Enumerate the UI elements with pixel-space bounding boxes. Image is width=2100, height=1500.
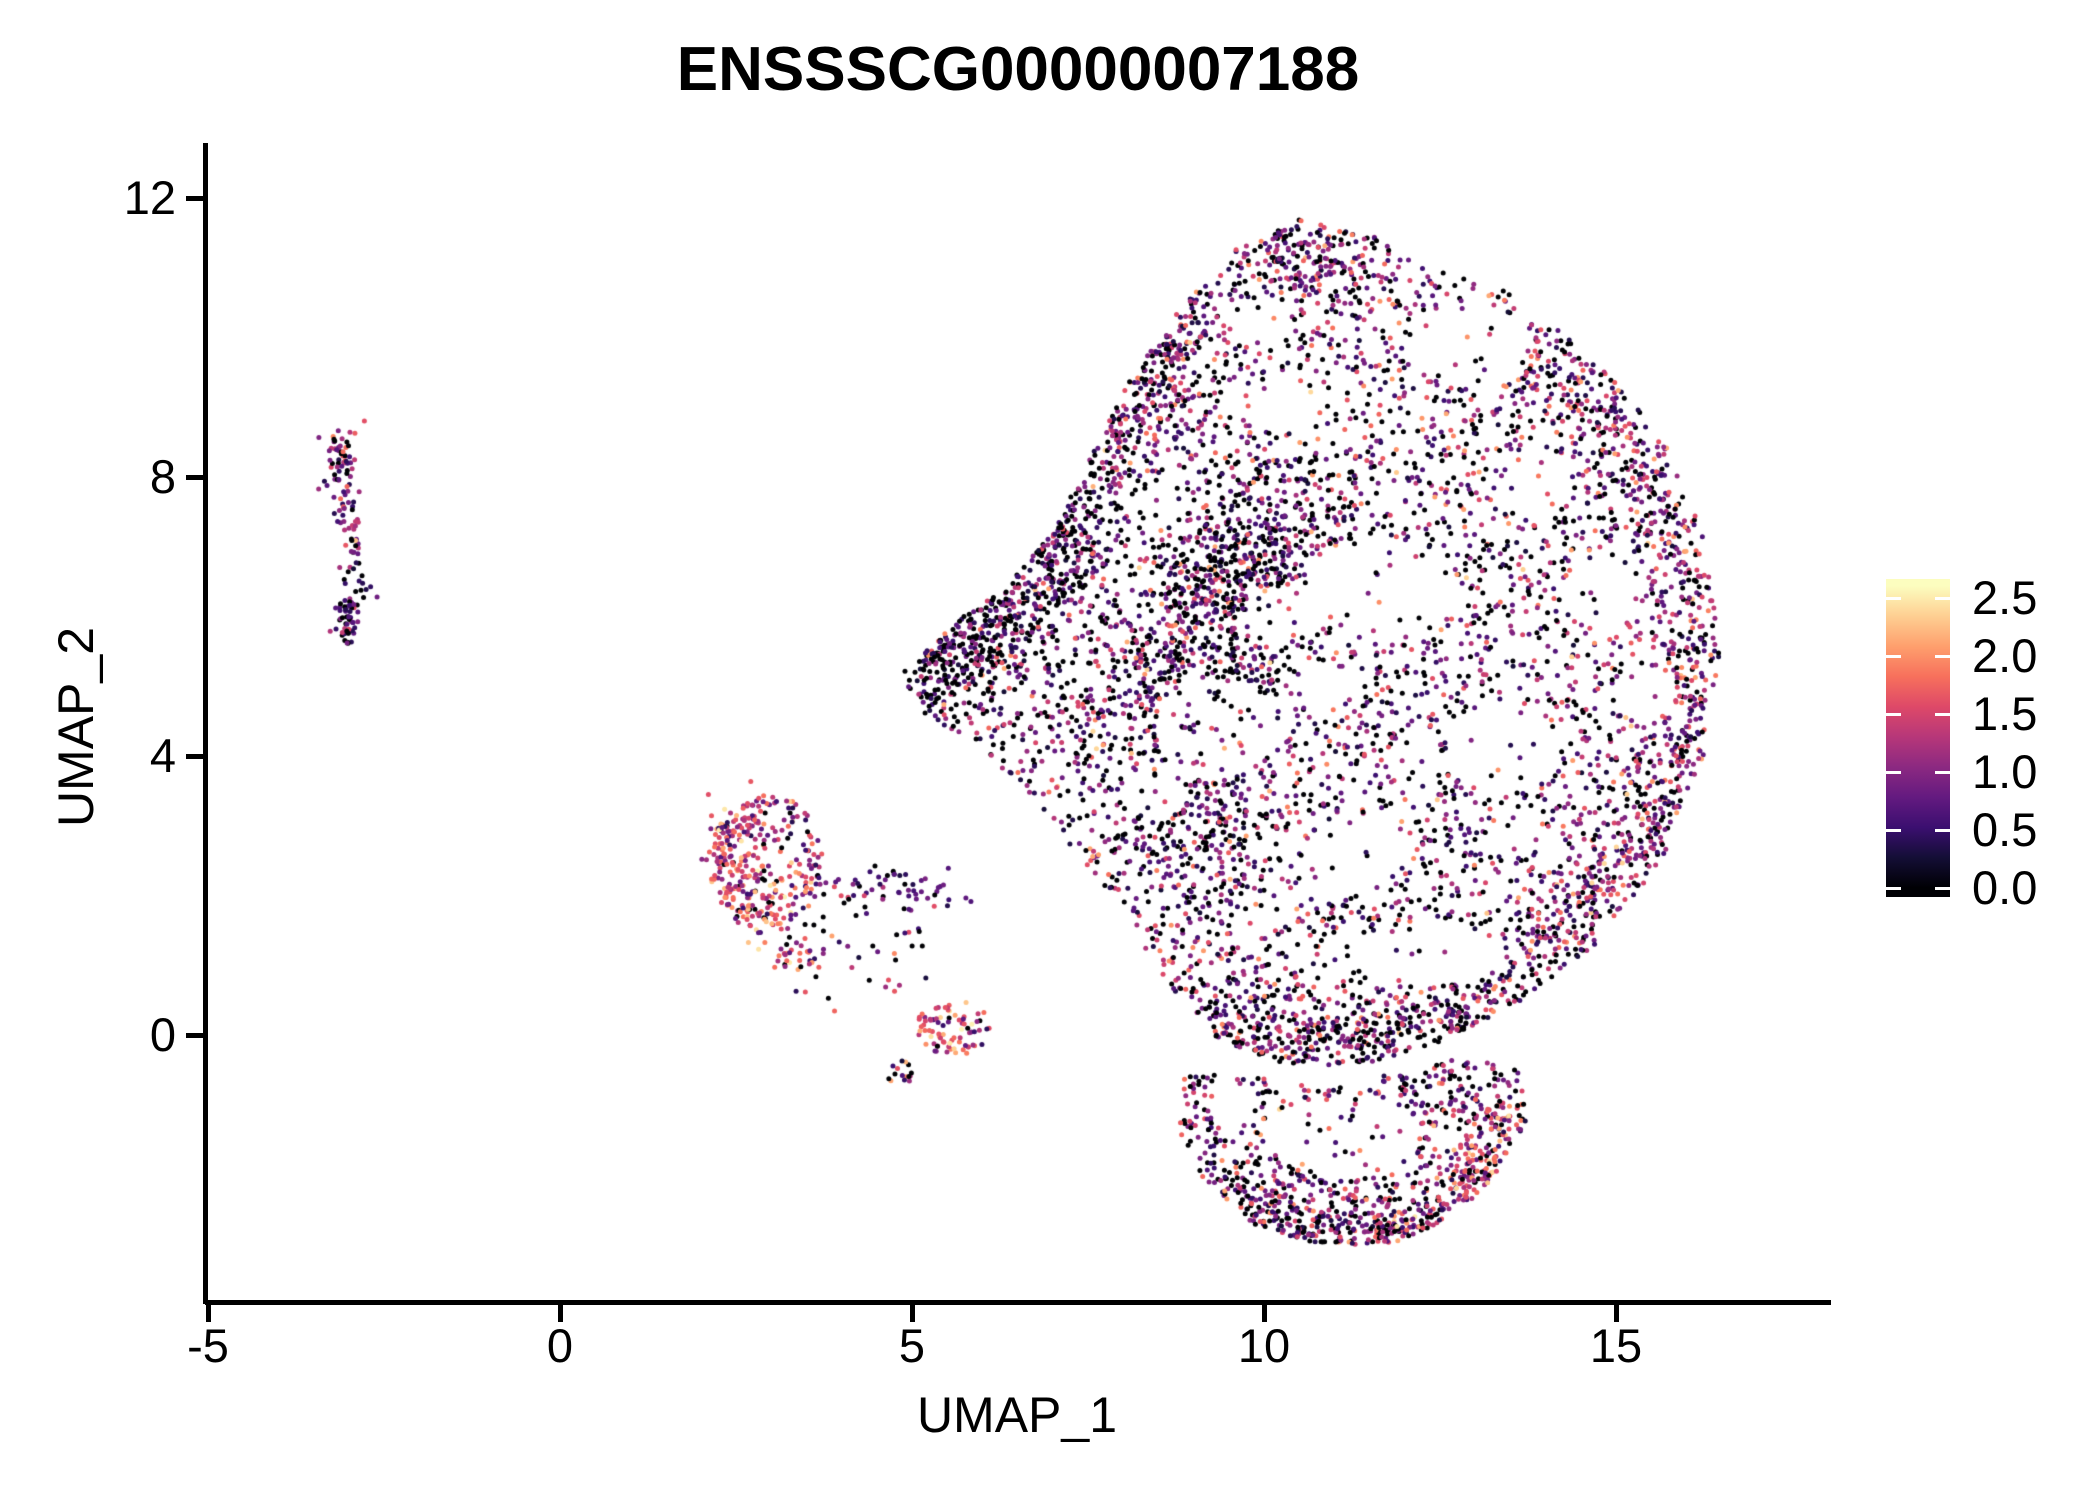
x-tick-label: 0 (546, 1319, 574, 1372)
x-axis-line (205, 1300, 1831, 1305)
legend-tick (1935, 655, 1950, 658)
legend-tick (1886, 597, 1901, 600)
legend-tick (1886, 829, 1901, 832)
legend-tick-label: 1.0 (1972, 745, 2038, 798)
legend-colorbar (1886, 579, 1950, 897)
legend-tick-label: 2.0 (1972, 629, 2038, 682)
chart-title: ENSSSCG00000007188 (676, 35, 1360, 104)
y-tick-label: 4 (149, 729, 176, 782)
legend-tick (1935, 771, 1950, 774)
legend-tick-label: 0.5 (1972, 803, 2038, 856)
legend-tick-label: 2.5 (1972, 571, 2038, 624)
legend-tick (1886, 887, 1901, 890)
x-axis-title: UMAP_1 (916, 1387, 1118, 1443)
y-tick-mark (186, 754, 205, 759)
y-tick-label: 12 (123, 171, 176, 224)
x-tick-label: 15 (1589, 1319, 1643, 1372)
legend-tick (1935, 597, 1950, 600)
legend-tick-label: 0.0 (1972, 861, 2038, 914)
legend-tick (1886, 713, 1901, 716)
y-tick-mark (186, 196, 205, 201)
y-tick-mark (186, 475, 205, 480)
legend-tick (1886, 771, 1901, 774)
legend-tick (1935, 829, 1950, 832)
legend-tick (1935, 887, 1950, 890)
y-axis-line (203, 143, 208, 1304)
x-tick-label: 5 (898, 1319, 926, 1372)
y-tick-mark (186, 1033, 205, 1038)
x-tick-label: 10 (1237, 1319, 1291, 1372)
legend-tick (1935, 713, 1950, 716)
x-tick-mark (1262, 1305, 1267, 1322)
y-axis-title: UMAP_2 (48, 626, 104, 828)
y-tick-label: 0 (149, 1008, 176, 1061)
x-tick-mark (910, 1305, 915, 1322)
y-tick-label: 8 (149, 450, 176, 503)
legend-tick (1886, 655, 1901, 658)
legend-tick-label: 1.5 (1972, 687, 2038, 740)
x-tick-mark (206, 1305, 211, 1322)
x-tick-label: -5 (187, 1319, 229, 1372)
x-tick-mark (1614, 1305, 1619, 1322)
x-tick-mark (558, 1305, 563, 1322)
